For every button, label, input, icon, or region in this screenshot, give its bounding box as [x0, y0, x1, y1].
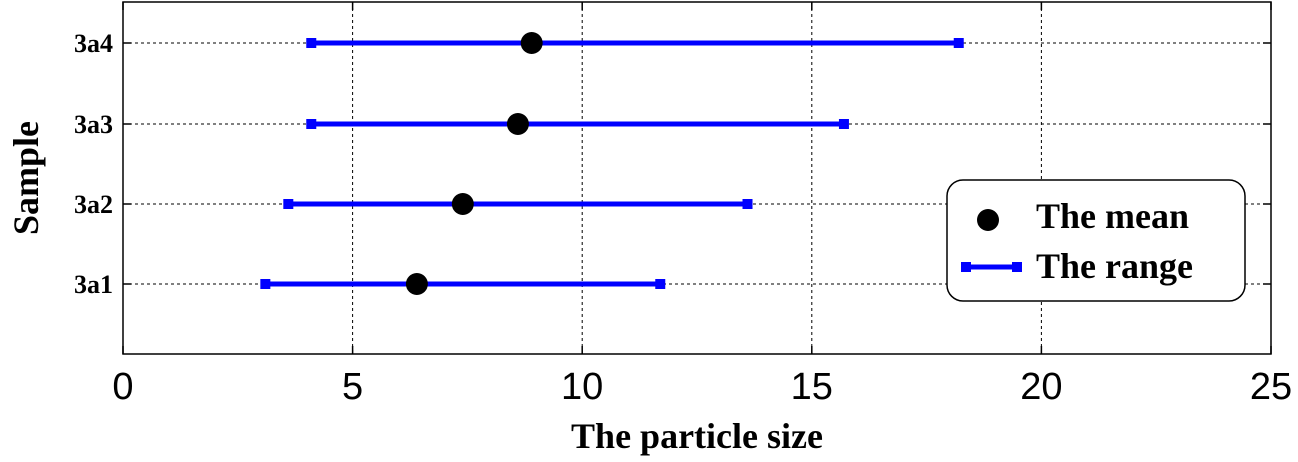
legend: The mean The range	[946, 179, 1246, 302]
range-min-marker	[260, 279, 271, 289]
y-axis-label: Sample	[6, 121, 46, 235]
range-min-marker	[306, 119, 317, 129]
y-tick-label: 3a4	[74, 29, 113, 58]
mean-point	[405, 273, 428, 295]
x-axis-label: The particle size	[571, 416, 823, 456]
x-tick-label: 15	[791, 366, 833, 408]
range-max-marker	[742, 199, 753, 209]
legend-range-cap-right	[1012, 262, 1022, 272]
y-tick-label: 3a2	[74, 190, 113, 219]
legend-range-label: The range	[1036, 246, 1193, 286]
legend-mean-label: The mean	[1036, 196, 1189, 236]
legend-mean-marker	[977, 209, 999, 231]
x-tick-label: 25	[1250, 366, 1292, 408]
x-tick-label: 5	[342, 366, 363, 408]
range-max-marker	[838, 119, 849, 129]
x-tick-label: 10	[561, 366, 603, 408]
chart-marks	[260, 32, 964, 295]
range-min-marker	[306, 38, 317, 48]
mean-point	[451, 193, 474, 215]
range-max-marker	[953, 38, 964, 48]
mean-point	[520, 32, 543, 54]
plot-frame	[122, 1, 1272, 355]
tick-labels: 0 5 10 15 20 25 3a1 3a2 3a3 3a4	[74, 29, 1292, 408]
y-tick-label: 3a3	[74, 110, 113, 139]
y-tick-label: 3a1	[74, 270, 113, 299]
x-tick-label: 0	[112, 366, 133, 408]
range-max-marker	[655, 279, 666, 289]
legend-range-cap-left	[961, 262, 971, 272]
axis-ticks	[122, 2, 1272, 354]
mean-point	[506, 113, 529, 135]
range-min-marker	[283, 199, 294, 209]
x-tick-label: 20	[1020, 366, 1062, 408]
